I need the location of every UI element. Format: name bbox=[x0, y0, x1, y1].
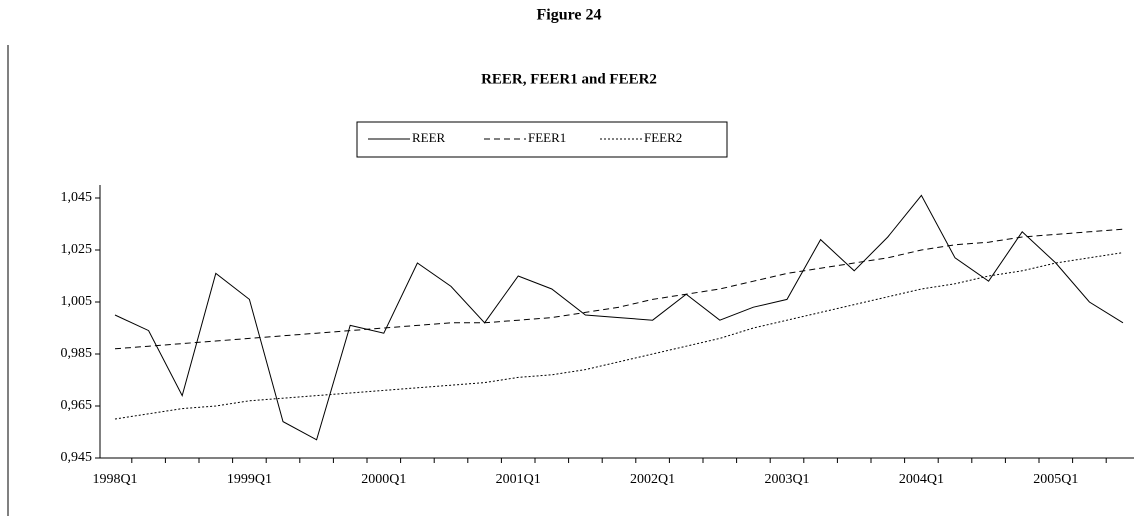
x-tick-label: 2004Q1 bbox=[899, 472, 944, 487]
figure-label: Figure 24 bbox=[536, 7, 601, 24]
y-tick-label: 1,005 bbox=[61, 294, 93, 309]
chart-title: REER, FEER1 and FEER2 bbox=[481, 71, 657, 87]
y-tick-label: 1,025 bbox=[61, 242, 93, 257]
legend-box bbox=[356, 121, 728, 158]
x-tick-label: 2000Q1 bbox=[361, 472, 406, 487]
legend-label: REER bbox=[412, 130, 446, 145]
y-tick-label: 0,945 bbox=[61, 450, 93, 465]
x-tick-label: 2002Q1 bbox=[630, 472, 675, 487]
x-tick-label: 1999Q1 bbox=[227, 472, 272, 487]
series-line bbox=[114, 194, 1124, 441]
series-line bbox=[114, 252, 1124, 420]
x-tick-label: 1998Q1 bbox=[92, 472, 137, 487]
legend-label: FEER2 bbox=[644, 130, 682, 145]
x-tick-label: 2005Q1 bbox=[1033, 472, 1078, 487]
y-tick-label: 0,965 bbox=[61, 398, 93, 413]
x-tick-label: 2003Q1 bbox=[764, 472, 809, 487]
series-line bbox=[114, 228, 1124, 350]
x-tick-label: 2001Q1 bbox=[496, 472, 541, 487]
legend-label: FEER1 bbox=[528, 130, 566, 145]
y-tick-label: 0,985 bbox=[61, 346, 93, 361]
y-tick-label: 1,045 bbox=[61, 190, 93, 205]
